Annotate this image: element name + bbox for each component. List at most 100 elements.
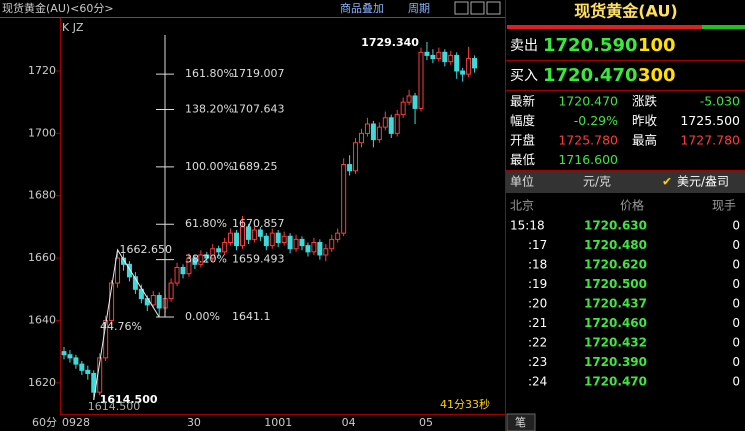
- stat-value: -0.29%: [574, 113, 618, 128]
- candle-body: [406, 95, 412, 103]
- candle-body: [240, 226, 245, 247]
- fib-percent: 61.80%: [185, 217, 227, 230]
- stat-value: -5.030: [700, 94, 740, 109]
- candle-body: [335, 232, 341, 240]
- row-price: 1720.460: [584, 316, 647, 330]
- stat-label: 开盘: [510, 133, 535, 148]
- candle-body: [251, 229, 257, 240]
- stat-value: 1716.600: [558, 152, 618, 167]
- tab[interactable]: [506, 413, 536, 431]
- window-buttons[interactable]: [454, 1, 501, 15]
- stat-label: 最高: [632, 133, 657, 148]
- candle-body: [454, 54, 460, 72]
- x-tick-label: 1001: [264, 416, 292, 429]
- candle-body: [460, 70, 466, 75]
- stat-label: 涨跌: [632, 94, 658, 109]
- period-label: 60分: [32, 416, 57, 429]
- candle-body: [121, 257, 126, 265]
- candle-body: [376, 126, 382, 141]
- stat-label: 最新: [510, 94, 535, 109]
- unit-option[interactable]: 美元/盎司: [677, 175, 729, 189]
- y-tick-label: 1720: [28, 64, 56, 77]
- candle-body: [448, 54, 454, 63]
- candle-body: [245, 226, 251, 240]
- candle-body: [400, 101, 406, 116]
- candle-body: [269, 232, 275, 247]
- menu-item[interactable]: 周期: [408, 2, 430, 15]
- row-time: :18: [528, 258, 547, 272]
- candle-body: [73, 357, 79, 365]
- table-header: 价格: [620, 198, 644, 213]
- unit-check: ✔: [662, 175, 672, 189]
- row-price: 1720.620: [584, 258, 647, 272]
- y-tick-label: 1680: [28, 189, 56, 202]
- y-tick-label: 1640: [28, 313, 56, 326]
- candle-body: [323, 248, 329, 256]
- x-tick-label: 04: [342, 416, 356, 429]
- candle-body: [228, 232, 234, 244]
- y-tick-label: 1660: [28, 251, 56, 264]
- row-volume: 0: [732, 219, 740, 233]
- row-time: :22: [528, 336, 547, 350]
- fib-value: 1707.643: [232, 103, 285, 116]
- timer: 41分33秒: [440, 397, 490, 411]
- row-time: :21: [528, 316, 547, 330]
- low-label-shadow: 1614.500: [88, 400, 141, 413]
- candle-body: [234, 232, 240, 247]
- candle-body: [186, 257, 192, 275]
- high-label: 1729.340: [361, 36, 419, 49]
- stats: 最新 1720.470 涨跌 -5.030 幅度 -0.29% 昨收 1725.500 开盘 17…: [510, 94, 740, 168]
- unit-label: 单位: [510, 174, 534, 189]
- row-price: 1720.437: [584, 297, 647, 311]
- row-time: :24: [528, 375, 547, 389]
- candle-body: [442, 51, 448, 63]
- candle-body: [412, 95, 418, 109]
- x-tick-label: 0928: [62, 416, 90, 429]
- candle-body: [370, 123, 376, 141]
- candle-body: [341, 164, 347, 234]
- row-volume: 0: [732, 238, 740, 252]
- candle-body: [67, 354, 73, 359]
- row-time: 15:18: [510, 219, 545, 233]
- candle-body: [311, 242, 317, 253]
- row-time: :19: [528, 277, 547, 291]
- unit-option[interactable]: 元/克: [583, 175, 611, 189]
- strip-red: [507, 25, 702, 29]
- strip-green: [702, 25, 745, 29]
- candle-body: [466, 58, 472, 75]
- candle-body: [418, 51, 424, 109]
- candle-body: [436, 51, 442, 60]
- row-price: 1720.500: [584, 277, 647, 291]
- candle-body: [180, 266, 186, 275]
- candle-body: [388, 117, 394, 134]
- candle-body: [281, 235, 287, 244]
- row-volume: 0: [732, 297, 740, 311]
- fib-value: 1641.1: [232, 310, 271, 323]
- panel-title: 现货黄金(AU): [574, 2, 678, 21]
- row-price: 1720.470: [584, 375, 647, 389]
- stat-value: 1725.500: [680, 113, 740, 128]
- buy-volume: 300: [638, 65, 676, 86]
- candle-body: [293, 238, 299, 250]
- header-title: 现货黄金(AU)<60分>: [2, 1, 114, 15]
- swing-label: 1662.650: [120, 243, 173, 256]
- row-volume: 0: [732, 316, 740, 330]
- row-time: :23: [528, 355, 547, 369]
- candle-body: [132, 276, 138, 290]
- stat-label: 幅度: [510, 113, 536, 128]
- row-price: 1720.390: [584, 355, 647, 369]
- zigzag: [93, 248, 160, 401]
- buy-label: 买入: [510, 68, 538, 84]
- buy-price: 1720.470: [543, 65, 638, 86]
- chart-tag: K JZ: [62, 21, 84, 34]
- candle-body: [329, 238, 335, 250]
- fib-percent: 0.00%: [185, 310, 220, 323]
- candle-body: [472, 58, 478, 69]
- row-time: :20: [528, 297, 547, 311]
- row-volume: 0: [732, 258, 740, 272]
- fib-percent: 38.20%: [185, 253, 227, 266]
- fib-value: 1689.25: [232, 160, 278, 173]
- candle-body: [353, 142, 359, 172]
- menu-item[interactable]: 商品叠加: [340, 1, 384, 15]
